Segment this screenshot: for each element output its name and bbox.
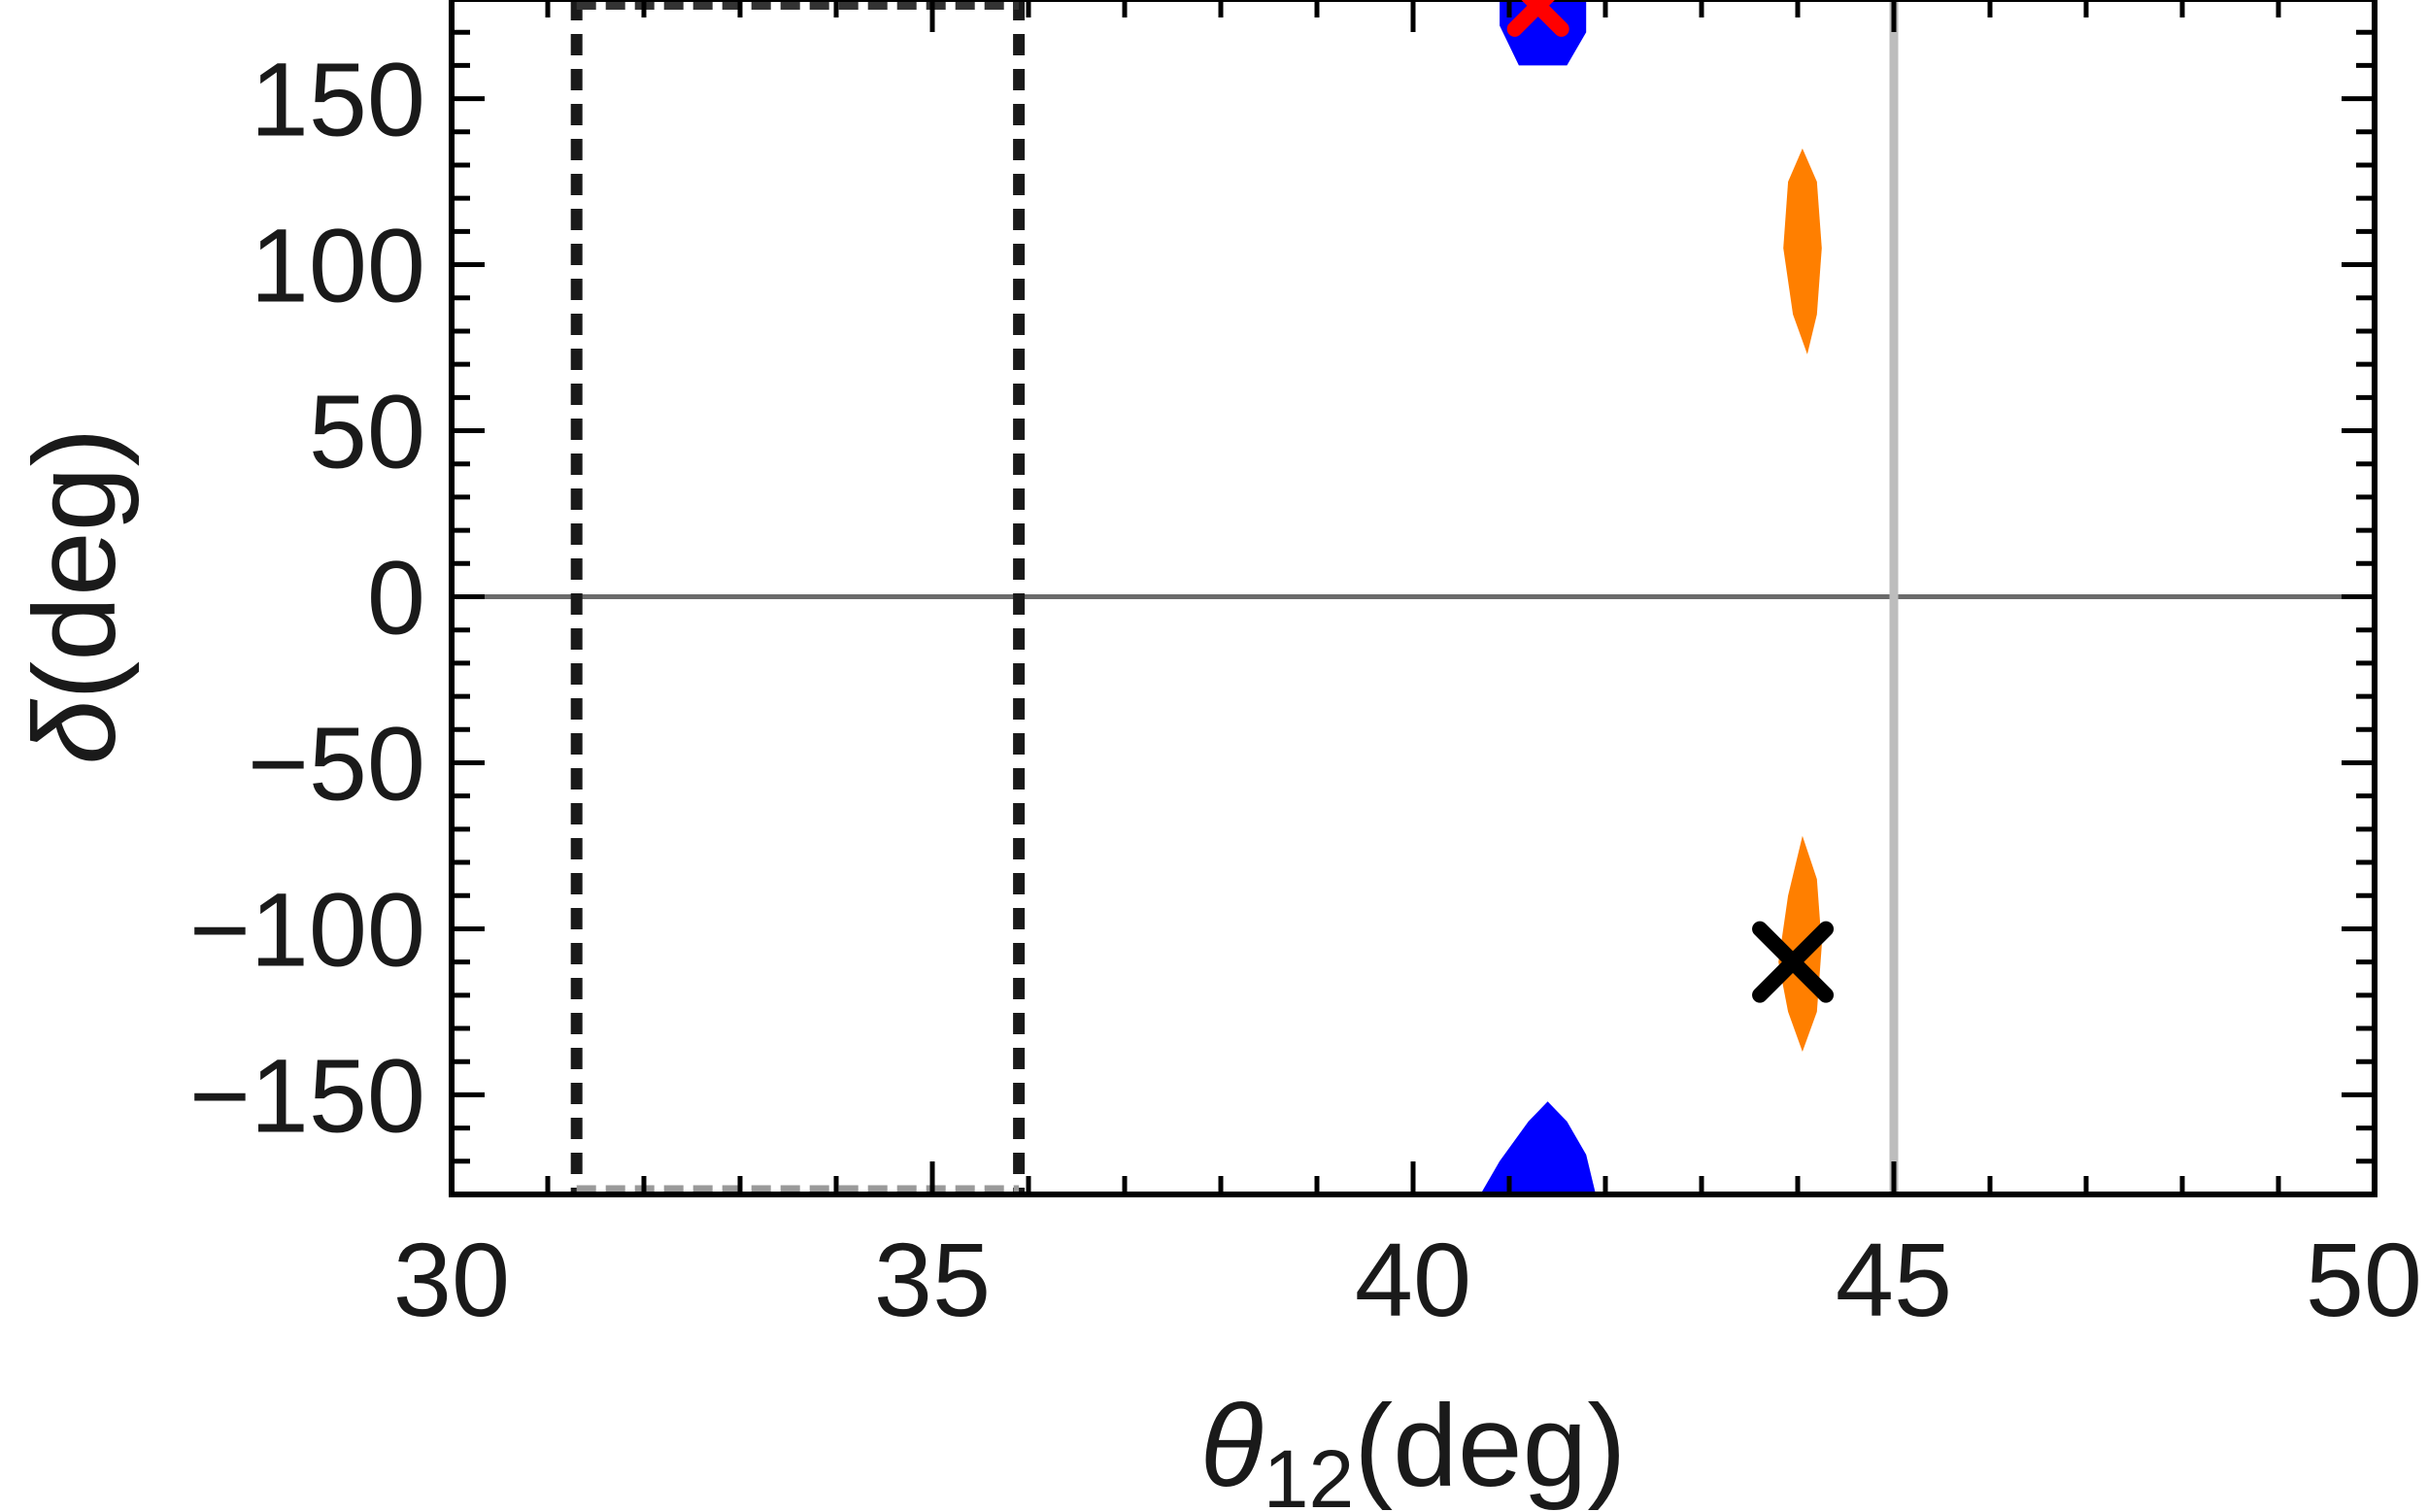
y-tick-label: 0 [367, 539, 425, 656]
markers [1506, 0, 1835, 1003]
y-tick-label: 50 [309, 373, 425, 490]
x-axis-subscript: 12 [1264, 1433, 1354, 1512]
x-tick-label: 40 [1355, 1221, 1471, 1338]
x-axis-title: θ12(deg) [1200, 1381, 1627, 1512]
x-tick-label: 50 [2306, 1221, 2422, 1338]
x-marker-2 [1506, 0, 1569, 37]
reference-lines [452, 0, 2375, 1194]
x-axis-symbol: θ [1200, 1381, 1264, 1511]
y-tick-label: 150 [251, 41, 425, 158]
y-tick-label: 100 [251, 207, 425, 324]
y-axis-symbol: δ [10, 698, 140, 764]
tick-labels: 30 35 40 45 50 −150 −100 −50 0 50 100 150 [189, 41, 2422, 1338]
x-tick-label: 35 [874, 1221, 991, 1338]
y-axis-unit: (deg) [10, 428, 140, 700]
y-tick-label: −100 [189, 870, 425, 988]
y-tick-label: −150 [189, 1036, 425, 1154]
x-marker-stroke [1506, 0, 1555, 37]
x-axis-unit: (deg) [1354, 1381, 1626, 1511]
y-axis-title: δ(deg) [10, 428, 140, 765]
plot-area [1480, 0, 1822, 1194]
x-tick-label: 45 [1836, 1221, 1952, 1338]
x-tick-label: 30 [393, 1221, 510, 1338]
region-2 [1480, 1101, 1597, 1194]
y-tick-label: −50 [248, 704, 425, 822]
region-3 [1783, 148, 1822, 354]
axis-ticks [449, 0, 2377, 1197]
region-4 [1778, 835, 1822, 1052]
dashed-band [570, 0, 1026, 1194]
x-marker-1 [1752, 921, 1835, 1003]
x-marker-stroke [1752, 921, 1835, 1003]
